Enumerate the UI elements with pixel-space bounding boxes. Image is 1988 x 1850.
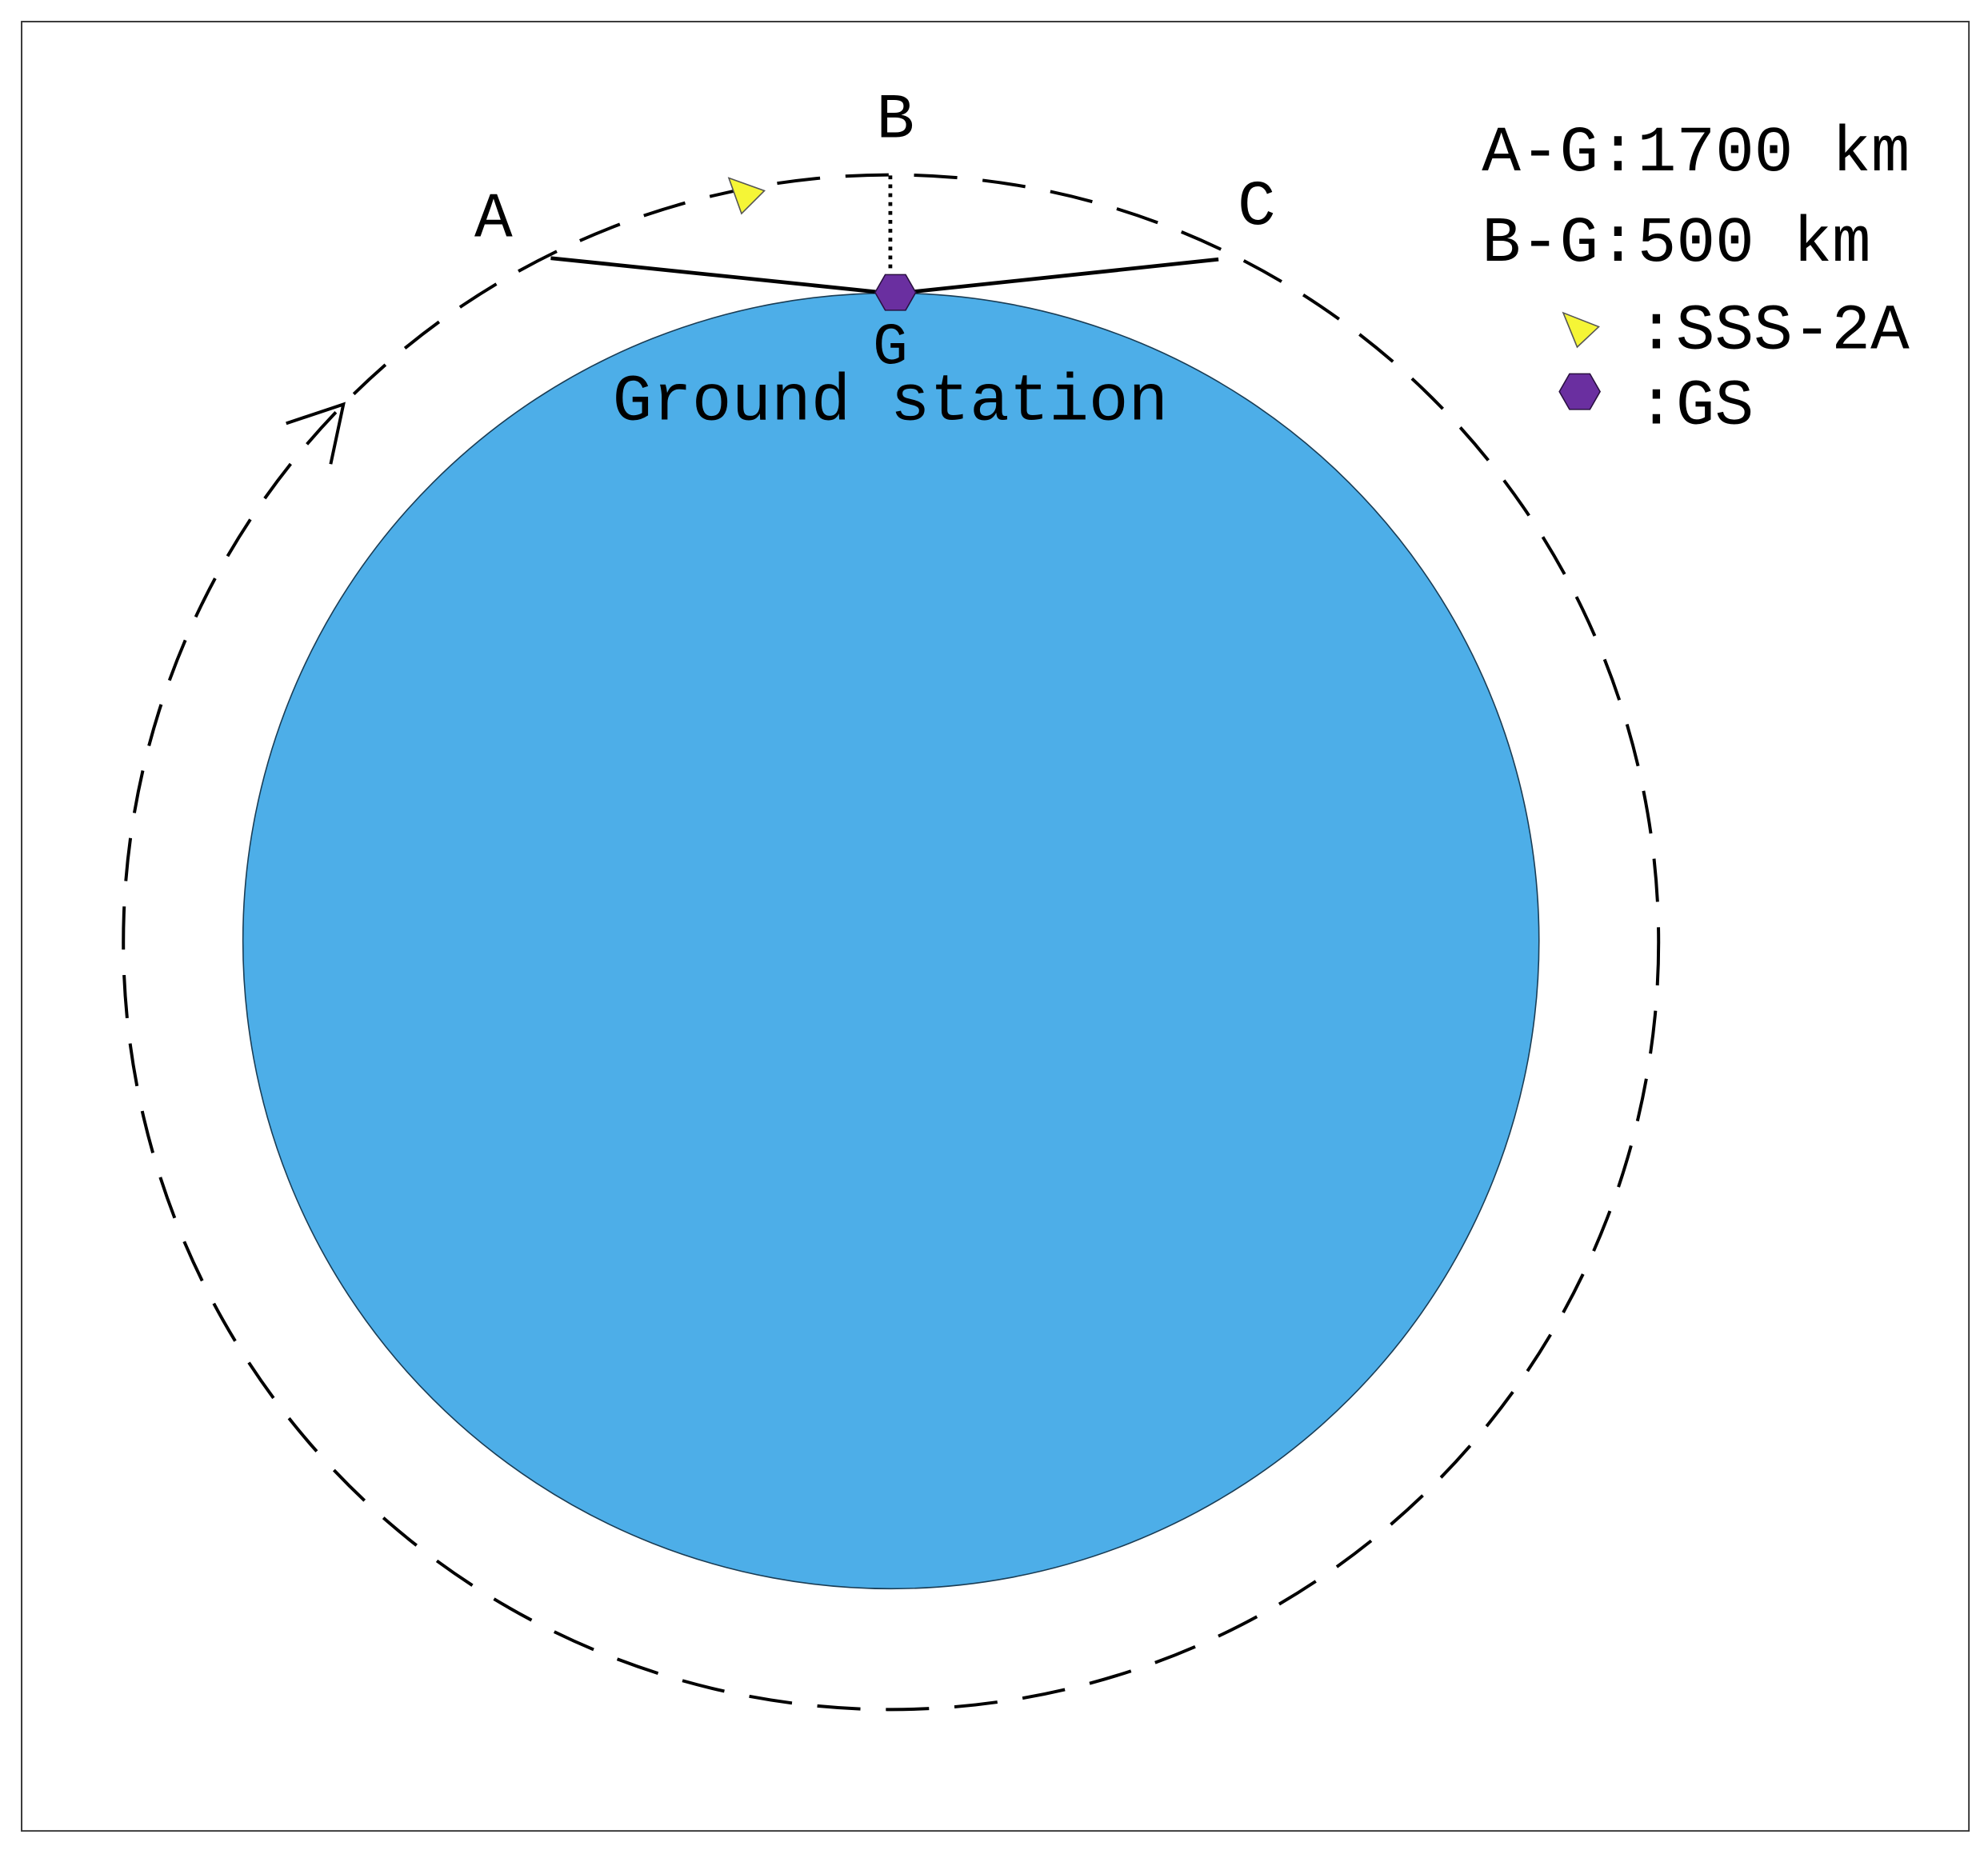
legend-distance: A-G:1700 km: [1482, 118, 1910, 190]
legend-distance: B-G:500 km: [1482, 208, 1870, 281]
ground-station-icon: [874, 274, 917, 311]
link-g-c: [894, 257, 1219, 296]
legend-satellite-icon: [1562, 311, 1600, 349]
satellite-icon: [727, 177, 766, 215]
point-label: C: [1238, 171, 1276, 243]
legend-symbol: :GS: [1637, 370, 1754, 443]
point-label: A: [474, 184, 513, 256]
point-label: B: [876, 85, 914, 157]
orbit: [122, 173, 1661, 1712]
legend-symbol: :SSS-2A: [1637, 296, 1910, 369]
link-a-g: [550, 256, 894, 296]
ground-station-label: Ground station: [613, 365, 1168, 440]
orbit-direction-arrow: [286, 402, 346, 465]
earth: [242, 292, 1540, 1590]
legend-ground-station-icon: [1558, 373, 1601, 410]
point-label: G: [873, 315, 908, 382]
